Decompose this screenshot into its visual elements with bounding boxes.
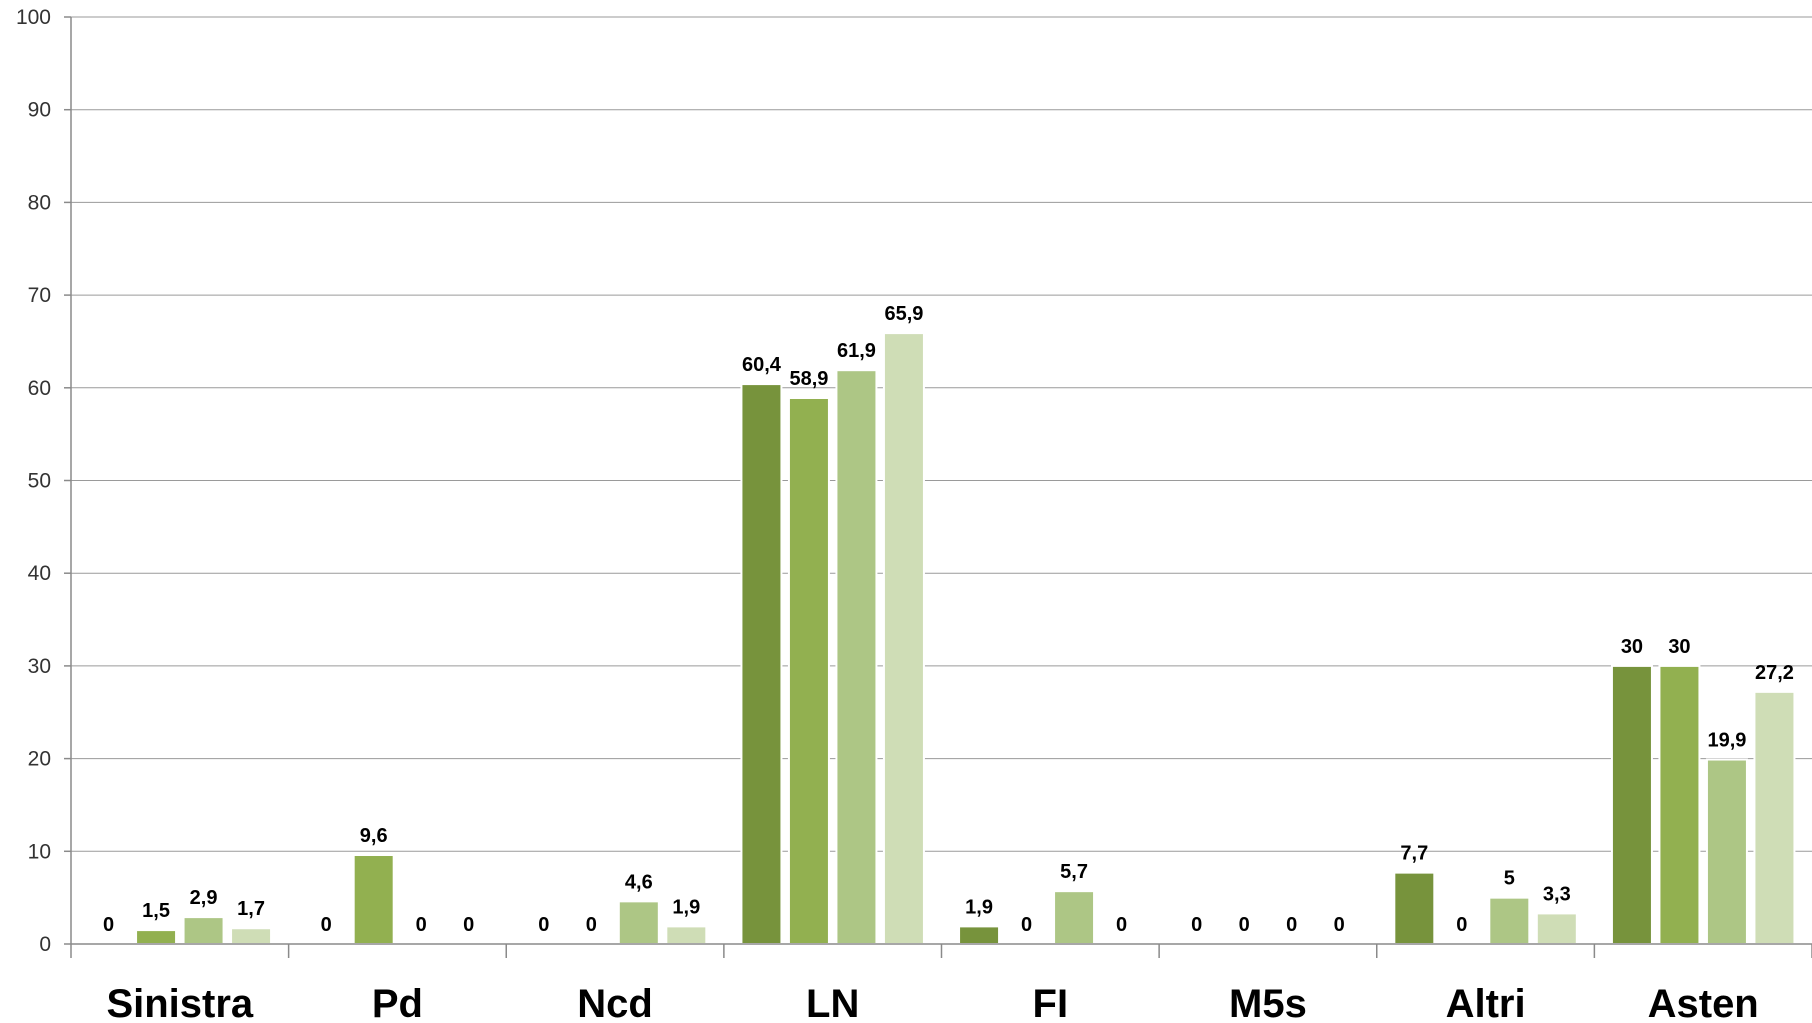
data-label: 0: [1334, 914, 1345, 936]
data-label: 0: [1116, 914, 1127, 936]
data-label: 0: [1021, 914, 1032, 936]
y-tick-label: 0: [39, 933, 51, 956]
data-label: 60,4: [742, 354, 782, 376]
data-label: 9,6: [360, 825, 388, 847]
data-label: 65,9: [884, 303, 923, 325]
data-label: 5: [1504, 868, 1515, 890]
bar-ln-4: [884, 333, 924, 944]
bar-asten-4: [1754, 692, 1794, 944]
gridlines: [71, 17, 1812, 851]
data-label: 0: [538, 914, 549, 936]
y-tick-label: 40: [28, 562, 51, 585]
bar-sinistra-4: [231, 928, 271, 944]
data-label: 19,9: [1707, 730, 1746, 752]
bar-asten-2: [1659, 666, 1699, 944]
data-label: 0: [1191, 914, 1202, 936]
data-label: 4,6: [625, 871, 653, 893]
data-label: 1,5: [142, 900, 170, 922]
bar-ln-1: [741, 384, 781, 944]
data-label: 3,3: [1543, 883, 1571, 905]
bar-altri-4: [1537, 913, 1577, 944]
data-label: 30: [1621, 636, 1643, 658]
y-tick-label: 100: [16, 6, 51, 29]
data-label: 58,9: [789, 368, 828, 390]
bars: [136, 333, 1794, 944]
data-label: 0: [463, 914, 474, 936]
x-category-label: Ncd: [577, 982, 653, 1023]
x-category-label: Altri: [1446, 982, 1526, 1023]
x-category-label: M5s: [1229, 982, 1307, 1023]
x-axis: [71, 17, 1812, 958]
x-category-label: Pd: [372, 982, 423, 1023]
data-label: 0: [586, 914, 597, 936]
x-category-label: Asten: [1648, 982, 1759, 1023]
bar-ln-2: [789, 398, 829, 944]
bar-asten-1: [1612, 666, 1652, 944]
data-label: 1,7: [237, 898, 265, 920]
bar-sinistra-2: [136, 930, 176, 944]
y-tick-label: 70: [28, 284, 51, 307]
data-label: 1,9: [672, 896, 700, 918]
data-labels: 0 1,5 2,9 1,7 0 9,6 0 0 0 0 4,6 1,9 60,4 58,9 61,9 65,9…: [103, 303, 1794, 936]
data-label: 0: [416, 914, 427, 936]
bar-altri-1: [1394, 873, 1434, 944]
data-label: 30: [1668, 636, 1690, 658]
bar-altri-3: [1489, 898, 1529, 944]
x-category-label: Sinistra: [106, 982, 253, 1023]
bar-fi-3: [1054, 891, 1094, 944]
data-label: 2,9: [190, 887, 218, 909]
bar-pd-2: [354, 855, 394, 944]
y-axis-ticks: 0 10 20 30 40 50 60 70 80 90 100: [16, 6, 71, 956]
data-label: 0: [103, 914, 114, 936]
data-label: 0: [321, 914, 332, 936]
y-tick-label: 60: [28, 377, 51, 400]
data-label: 0: [1456, 914, 1467, 936]
bar-ncd-3: [619, 901, 659, 944]
y-tick-label: 30: [28, 655, 51, 678]
x-category-label: LN: [806, 982, 859, 1023]
y-tick-label: 10: [28, 840, 51, 863]
y-tick-label: 90: [28, 99, 51, 122]
data-label: 1,9: [965, 896, 993, 918]
bar-sinistra-3: [184, 917, 224, 944]
data-label: 61,9: [837, 340, 876, 362]
data-label: 7,7: [1400, 843, 1428, 865]
bar-ncd-4: [666, 926, 706, 944]
bar-fi-1: [959, 926, 999, 944]
data-label: 5,7: [1060, 861, 1088, 883]
x-axis-categories: Sinistra Pd Ncd LN FI M5s Altri Asten: [106, 982, 1758, 1023]
data-label: 0: [1239, 914, 1250, 936]
y-tick-label: 50: [28, 470, 51, 493]
data-label: 0: [1286, 914, 1297, 936]
bar-asten-3: [1707, 760, 1747, 944]
data-label: 27,2: [1755, 662, 1794, 684]
bar-ln-3: [836, 370, 876, 944]
y-tick-label: 20: [28, 748, 51, 771]
y-tick-label: 80: [28, 191, 51, 214]
x-category-label: FI: [1033, 982, 1069, 1023]
